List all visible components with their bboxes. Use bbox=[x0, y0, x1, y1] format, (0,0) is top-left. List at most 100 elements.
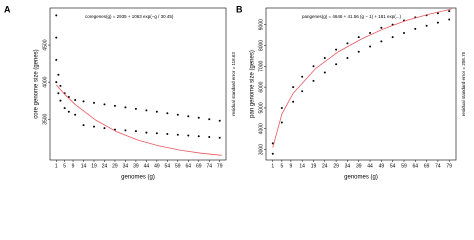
point bbox=[280, 121, 283, 124]
point bbox=[346, 42, 349, 45]
point bbox=[208, 118, 211, 121]
point bbox=[335, 63, 338, 66]
x-tick-label: 74 bbox=[206, 163, 212, 169]
y-axis-label: core genome size (genes) bbox=[34, 49, 40, 118]
point bbox=[357, 50, 360, 53]
residual-note: residual standard error = 208.75 bbox=[461, 51, 466, 116]
panel-label: B bbox=[236, 4, 243, 14]
residual-note: residual standard error = 118.63 bbox=[231, 52, 236, 116]
point bbox=[93, 125, 95, 128]
point bbox=[187, 134, 190, 137]
point bbox=[271, 152, 274, 155]
fit-curve bbox=[55, 84, 222, 156]
point bbox=[323, 71, 326, 74]
point bbox=[301, 90, 304, 93]
formula: pangenes(g) = 4646 + 41.56 (g − 1) + 181… bbox=[302, 14, 402, 19]
point bbox=[312, 65, 315, 68]
point bbox=[57, 73, 60, 76]
x-tick-label: 5 bbox=[63, 163, 66, 169]
x-tick-label: 34 bbox=[345, 163, 351, 169]
point bbox=[82, 124, 85, 127]
point bbox=[271, 142, 274, 145]
point bbox=[93, 101, 95, 104]
formula: coregenes(g) = 2935 + 1063 exp(−g / 30.4… bbox=[85, 14, 174, 19]
point bbox=[436, 21, 439, 24]
point bbox=[436, 12, 439, 15]
point bbox=[55, 81, 58, 84]
point bbox=[425, 24, 428, 27]
point bbox=[448, 10, 451, 13]
fit-curve bbox=[272, 8, 452, 148]
x-tick-label: 39 bbox=[356, 163, 362, 169]
x-tick-label: 69 bbox=[424, 163, 430, 169]
x-tick-label: 49 bbox=[379, 163, 385, 169]
point bbox=[55, 58, 58, 61]
y-tick-label: 9000 bbox=[258, 19, 264, 30]
x-tick-label: 54 bbox=[165, 163, 171, 169]
y-tick-label: 4500 bbox=[42, 39, 48, 50]
point bbox=[145, 109, 148, 112]
point bbox=[391, 36, 394, 39]
point bbox=[57, 92, 60, 95]
panel-label: A bbox=[4, 4, 11, 14]
point bbox=[74, 113, 77, 116]
y-tick-label: 3000 bbox=[258, 144, 264, 155]
plot-frame bbox=[49, 7, 227, 161]
x-tick-label: 29 bbox=[333, 163, 339, 169]
point bbox=[208, 136, 211, 139]
point bbox=[155, 132, 158, 135]
x-tick-label: 59 bbox=[175, 163, 181, 169]
y-tick-label: 6000 bbox=[258, 81, 264, 92]
x-tick-label: 49 bbox=[154, 163, 160, 169]
y-axis-label: pan genome size (genes) bbox=[250, 50, 256, 118]
point bbox=[113, 104, 116, 107]
point bbox=[197, 135, 200, 138]
x-tick-label: 24 bbox=[322, 163, 328, 169]
x-tick-label: 5 bbox=[280, 163, 283, 169]
x-tick-label: 44 bbox=[144, 163, 150, 169]
point bbox=[312, 79, 315, 82]
x-tick-label: 29 bbox=[112, 163, 118, 169]
point bbox=[218, 136, 221, 139]
point bbox=[197, 116, 200, 119]
x-tick-label: 69 bbox=[196, 163, 202, 169]
x-tick-label: 19 bbox=[311, 163, 317, 169]
point bbox=[414, 27, 417, 30]
x-tick-label: 54 bbox=[390, 163, 396, 169]
x-tick-label: 1 bbox=[55, 163, 58, 169]
x-tick-label: 24 bbox=[102, 163, 108, 169]
point bbox=[55, 14, 58, 17]
point bbox=[134, 107, 137, 110]
x-tick-label: 79 bbox=[446, 163, 452, 169]
x-tick-label: 64 bbox=[413, 163, 419, 169]
point bbox=[357, 36, 360, 39]
point bbox=[218, 119, 221, 122]
figure: A1 5 9 14 19 24 29 34 39 44 49 54 59 64 69 74 7935004000… bbox=[4, 4, 466, 181]
point bbox=[103, 127, 106, 130]
x-tick-label: 44 bbox=[367, 163, 373, 169]
x-axis-label: genomes (g) bbox=[121, 175, 155, 181]
y-tick-label: 4000 bbox=[42, 76, 48, 87]
point bbox=[134, 130, 137, 133]
point bbox=[346, 56, 349, 59]
x-tick-label: 9 bbox=[289, 163, 292, 169]
point bbox=[74, 98, 77, 101]
point bbox=[145, 131, 148, 134]
point bbox=[103, 103, 106, 106]
point bbox=[124, 129, 127, 132]
point bbox=[292, 86, 295, 89]
point bbox=[67, 110, 70, 113]
point bbox=[63, 107, 66, 110]
point bbox=[402, 31, 405, 34]
point bbox=[280, 106, 283, 109]
x-tick-label: 59 bbox=[401, 163, 407, 169]
point bbox=[59, 99, 62, 102]
x-tick-label: 39 bbox=[133, 163, 139, 169]
point bbox=[187, 115, 190, 118]
plot-frame bbox=[265, 7, 457, 161]
point bbox=[55, 36, 58, 39]
point bbox=[155, 110, 158, 113]
point bbox=[335, 48, 338, 51]
point bbox=[124, 106, 127, 109]
point bbox=[369, 31, 372, 34]
